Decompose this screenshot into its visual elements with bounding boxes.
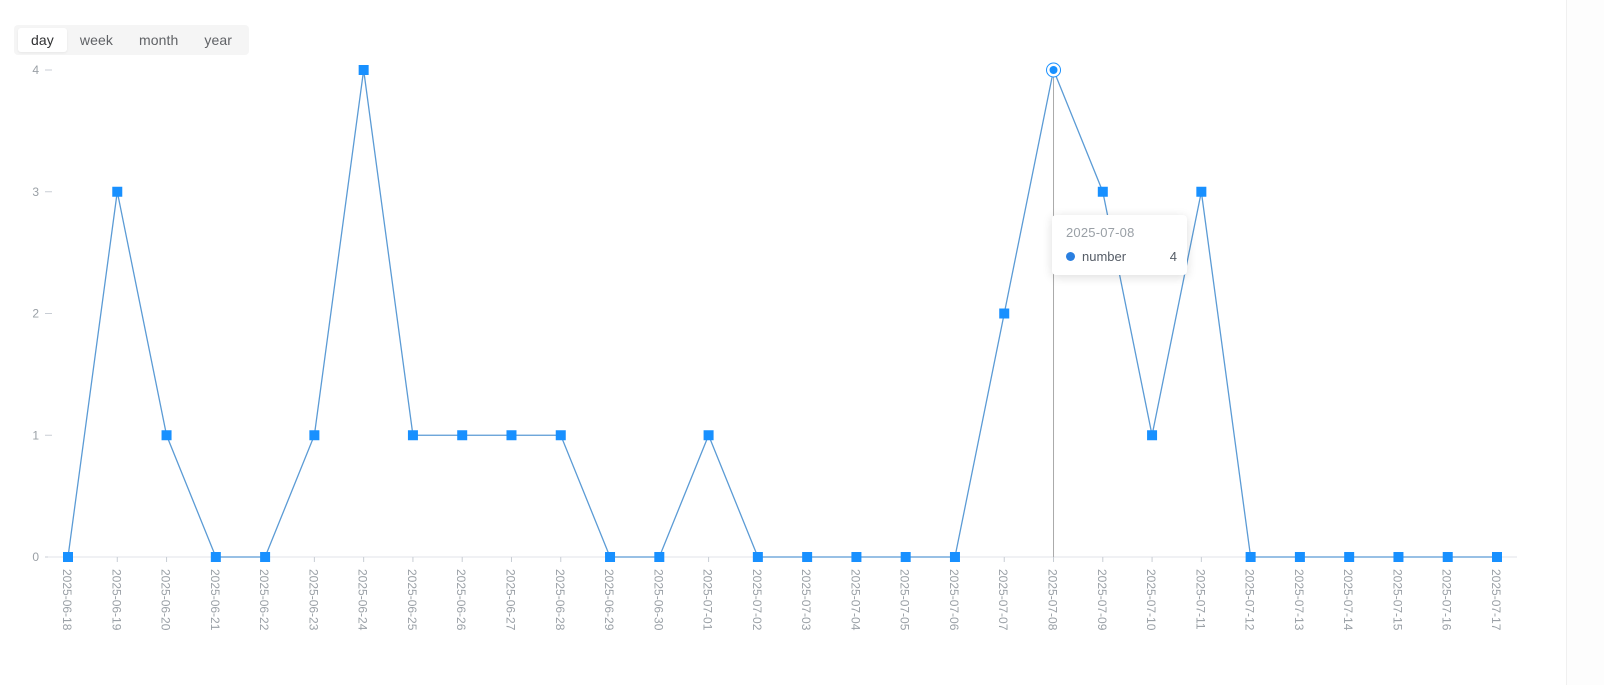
x-axis-tick-label: 2025-06-30 xyxy=(651,569,665,631)
tooltip-series-row: number 4 xyxy=(1066,249,1177,264)
tooltip-title: 2025-07-08 xyxy=(1066,225,1135,240)
chart-tooltip: 2025-07-08 number 4 xyxy=(1052,215,1187,275)
x-axis-tick-label: 2025-07-11 xyxy=(1193,569,1207,630)
data-point-marker[interactable] xyxy=(457,430,468,441)
tooltip-series-value: 4 xyxy=(1169,249,1177,264)
data-point-marker[interactable] xyxy=(1492,552,1502,562)
x-axis-tick-label: 2025-07-12 xyxy=(1243,569,1257,631)
data-point-marker[interactable] xyxy=(1049,66,1058,74)
x-axis-tick-label: 2025-07-15 xyxy=(1390,569,1404,631)
x-axis-tick-label: 2025-07-08 xyxy=(1046,569,1060,631)
x-axis-tick-label: 2025-07-07 xyxy=(996,569,1010,631)
x-axis-tick-label: 2025-06-28 xyxy=(553,569,567,631)
x-axis-tick-label: 2025-07-03 xyxy=(799,569,813,631)
data-point-marker[interactable] xyxy=(900,552,911,562)
y-axis-tick-label: 2 xyxy=(32,307,39,321)
tab-week[interactable]: week xyxy=(79,32,113,48)
series-line-number xyxy=(67,67,1497,558)
chart-canvas[interactable]: 0 1 2 3 4 2025-06-18 2025-06-19 2025-06-20 2025-… xyxy=(0,55,1566,685)
data-point-marker[interactable] xyxy=(1294,552,1305,562)
data-point-marker[interactable] xyxy=(802,552,813,562)
data-point-marker[interactable] xyxy=(358,65,369,75)
page-right-border xyxy=(1566,0,1567,685)
data-point-marker[interactable] xyxy=(506,430,517,441)
x-axis-tick-label: 2025-06-22 xyxy=(257,569,271,631)
x-axis-tick-label: 2025-06-21 xyxy=(208,569,222,631)
x-axis-tick-label: 2025-06-24 xyxy=(356,569,370,631)
x-axis-tick-label: 2025-06-19 xyxy=(109,569,123,631)
data-point-marker[interactable] xyxy=(407,430,418,441)
data-point-marker[interactable] xyxy=(210,552,221,562)
x-axis-tick-label: 2025-06-20 xyxy=(159,569,173,631)
tab-day[interactable]: day xyxy=(18,28,67,52)
x-axis-tick-label: 2025-07-04 xyxy=(848,569,862,631)
x-axis-tick-label: 2025-07-14 xyxy=(1341,569,1355,631)
data-point-marker[interactable] xyxy=(1196,186,1207,197)
data-point-marker[interactable] xyxy=(949,552,960,562)
x-axis-tick-label: 2025-07-02 xyxy=(750,569,764,631)
tooltip-series-name: number xyxy=(1082,249,1127,264)
data-point-marker[interactable] xyxy=(555,430,566,441)
time-range-segmented-control[interactable]: day week month year xyxy=(14,25,250,55)
x-axis-tick-label: 2025-06-26 xyxy=(454,569,468,631)
x-axis-tick-label: 2025-07-01 xyxy=(701,569,715,631)
x-axis-tick-label: 2025-07-05 xyxy=(898,569,912,631)
data-point-marker[interactable] xyxy=(1097,186,1108,197)
y-axis-tick-label: 0 xyxy=(32,550,39,564)
x-axis-tick-label: 2025-07-10 xyxy=(1144,569,1158,631)
x-axis-tick-label: 2025-06-23 xyxy=(306,569,320,631)
x-axis-tick-label: 2025-07-16 xyxy=(1440,569,1454,631)
data-point-marker[interactable] xyxy=(1393,552,1404,562)
tab-year[interactable]: year xyxy=(204,32,233,48)
data-point-marker[interactable] xyxy=(1147,430,1158,441)
x-axis-tick-label: 2025-07-17 xyxy=(1489,569,1503,631)
page-right-gutter xyxy=(1567,0,1604,685)
data-point-marker[interactable] xyxy=(309,430,320,441)
x-axis-tick-label: 2025-06-27 xyxy=(503,569,517,631)
data-point-marker[interactable] xyxy=(161,430,172,441)
y-axis-tick-label: 4 xyxy=(32,63,39,77)
line-chart[interactable]: 0 1 2 3 4 2025-06-18 2025-06-19 2025-06-20 2025-… xyxy=(0,55,1566,685)
data-point-marker[interactable] xyxy=(654,552,665,562)
data-point-marker[interactable] xyxy=(1245,552,1256,562)
x-axis-tick-label: 2025-06-29 xyxy=(602,569,616,631)
y-axis-tick-label: 3 xyxy=(32,185,39,199)
data-point-marker[interactable] xyxy=(1442,552,1453,562)
x-axis-tick-label: 2025-07-13 xyxy=(1292,569,1306,631)
data-point-marker[interactable] xyxy=(112,186,123,197)
tab-month[interactable]: month xyxy=(138,32,179,48)
data-point-marker[interactable] xyxy=(703,430,714,441)
x-axis-tick-label: 2025-07-06 xyxy=(947,569,961,631)
y-axis-tick-label: 1 xyxy=(32,428,39,442)
data-point-marker[interactable] xyxy=(63,552,73,562)
data-point-marker[interactable] xyxy=(260,552,271,562)
data-point-marker[interactable] xyxy=(999,308,1010,319)
x-axis-tick-label: 2025-06-25 xyxy=(405,569,419,631)
x-axis-tick-label: 2025-06-18 xyxy=(60,569,74,631)
data-point-marker[interactable] xyxy=(1344,552,1355,562)
data-point-marker[interactable] xyxy=(752,552,763,562)
data-point-marker[interactable] xyxy=(605,552,616,562)
data-point-marker[interactable] xyxy=(851,552,862,562)
x-axis-tick-label: 2025-07-09 xyxy=(1095,569,1109,631)
tooltip-series-marker-icon xyxy=(1066,252,1075,261)
